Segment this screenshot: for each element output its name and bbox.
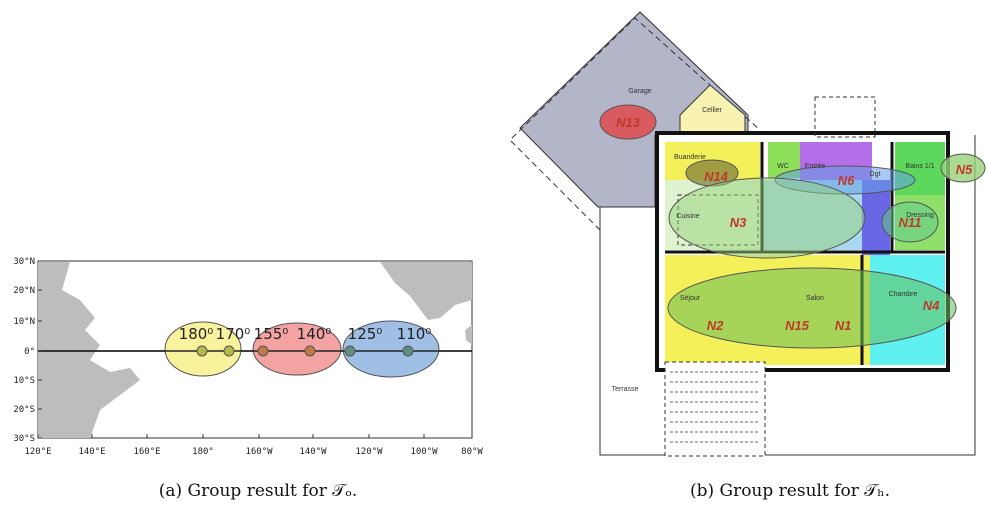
lat-label: 10°N [13,317,35,327]
lon-label: 180° [192,447,214,457]
dashed-outline [509,17,761,231]
point [257,345,269,357]
room-label: WC [777,163,789,170]
node-ellipse [940,153,986,183]
lon-label: 120°E [24,447,51,457]
room-label: Salon [806,295,824,302]
group-label: 155⁰ [254,325,289,343]
node-ellipse [668,177,866,259]
group-label: 110⁰ [397,325,432,343]
lon-label: 100°W [410,447,438,457]
map-panel: 180⁰ 170⁰ 155⁰ 140⁰ 125⁰ 110⁰ 30°N 20°N 10… [13,257,483,501]
room-label: Terrasse [612,386,639,393]
lot-outline [599,135,976,456]
lon-axis: 120°E 140°E 160°E 180° 160°W 140°W 120°W 100°W 8… [24,434,483,457]
point [344,345,356,357]
group-label: 125⁰ [348,325,383,343]
node-label: N15 [785,318,810,333]
group-label: 180⁰ [179,325,214,343]
point [402,345,414,357]
point [196,345,208,357]
node-label: N13 [616,115,641,130]
lat-axis: 30°N 20°N 10°N 0° 10°S 20°S 30°S [13,257,42,444]
lat-label: 20°N [13,286,35,296]
node-label: N3 [730,215,747,230]
node-ellipse [667,267,957,349]
lon-label: 80°W [461,447,483,457]
terrace [664,361,766,457]
land [380,262,472,320]
node-label: N6 [838,173,855,188]
node-label: N1 [835,318,852,333]
lat-label: 30°N [13,257,35,267]
group-label: 140⁰ [297,325,332,343]
lon-label: 140°E [78,447,105,457]
group-ellipse [342,320,440,378]
lon-label: 160°W [245,447,273,457]
floorplan-panel: N13 N14 N6 N5 N3 N11 N2 N15 N1 N4 Garage… [509,11,986,501]
node-label: N5 [956,162,973,177]
group-label: 170⁰ [216,325,251,343]
lon-label: 140°W [299,447,327,457]
node-ellipse [881,201,939,243]
point [304,345,316,357]
caption: (a) Group result for 𝒯ₒ. [159,481,358,501]
room-label: Entrée [805,163,826,170]
room-label: Bains 1/1 [905,163,934,170]
caption: (b) Group result for 𝒯ₕ. [690,481,890,501]
room-label: Cuisine [676,213,699,220]
lat-label: 10°S [13,376,35,386]
point [223,345,235,357]
room-label: Buanderie [674,154,706,161]
dashed-box [814,96,876,138]
room-label: Garage [628,88,651,95]
room-labels: Garage Cellier Buanderie WC Entrée Dgt Bains 1… [612,88,935,393]
land [38,262,140,438]
room-label: Chambre [889,291,918,298]
node-label: N14 [704,169,729,184]
node-label: N4 [923,298,940,313]
lat-label: 20°S [13,405,35,415]
group-ellipse [252,322,342,376]
lat-label: 30°S [13,434,35,444]
lon-label: 120°W [355,447,383,457]
node-label: N2 [707,318,724,333]
node-ellipse [599,104,657,140]
room-label: Dgt [870,171,881,178]
room-label: Dressing [906,212,934,219]
node-label: N11 [899,215,922,230]
room-label: Séjour [680,295,701,302]
lat-label: 0° [24,347,35,357]
lon-label: 160°E [133,447,160,457]
room-label: Cellier [702,107,723,114]
land [465,325,472,345]
